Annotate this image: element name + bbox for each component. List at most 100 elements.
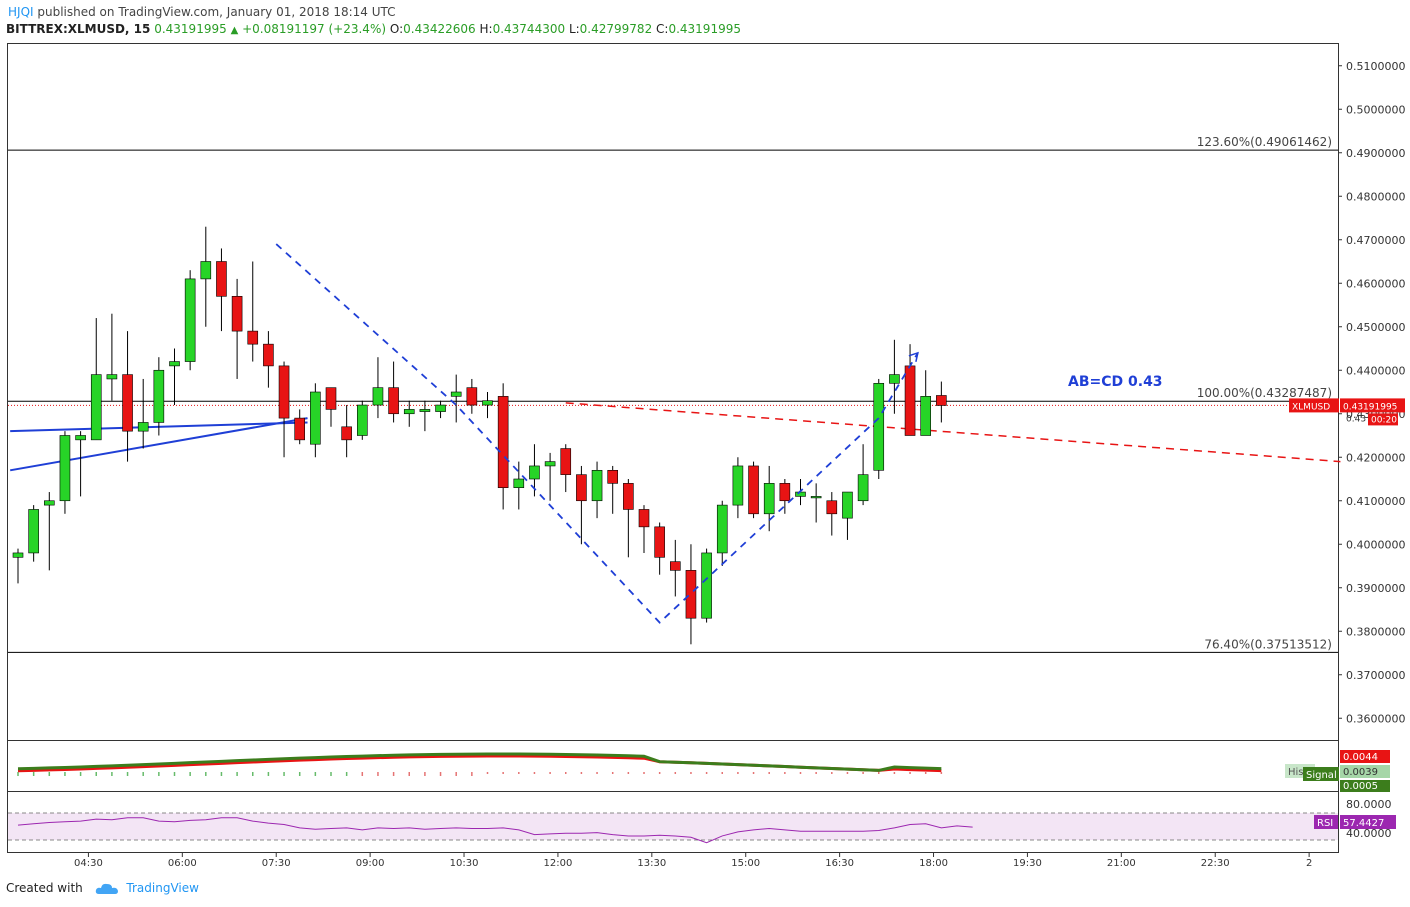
y-tick-label: 0.5000000	[1346, 103, 1406, 116]
high-value: 0.43744300	[492, 22, 566, 36]
signal-legend-tag: Signal	[1306, 770, 1337, 781]
candle-body	[12, 552, 24, 558]
y-tick-label: 0.3700000	[1346, 669, 1406, 682]
y-tick-label: 0.4100000	[1346, 495, 1406, 508]
candle-body	[669, 561, 681, 571]
candle-body	[247, 330, 259, 345]
x-tick-label: 09:00	[356, 858, 385, 869]
candle-body	[795, 491, 806, 497]
chart-frame	[7, 43, 1339, 853]
signal-value-tag-bg	[1340, 765, 1390, 778]
x-tick-label: 07:30	[262, 858, 291, 869]
candle-body	[122, 374, 133, 432]
close-label: C:	[656, 22, 669, 36]
candle-body	[200, 261, 212, 280]
candle-body	[716, 504, 728, 554]
candle-body	[497, 396, 509, 489]
footer: Created with TradingView	[6, 881, 199, 896]
y-tick-label: 0.4000000	[1346, 538, 1406, 551]
candle-body	[325, 387, 337, 410]
candle-body	[372, 387, 384, 406]
y-tick-label: 0.4400000	[1346, 364, 1406, 377]
y-tick-label: 0.4900000	[1346, 147, 1406, 160]
x-tick-label: 21:00	[1107, 858, 1136, 869]
fib-level-label: 123.60%(0.49061462)	[1197, 135, 1332, 149]
y-tick-label: 0.4500000	[1346, 321, 1406, 334]
fib-level-label: 76.40%(0.37513512)	[1204, 637, 1332, 651]
candle-body	[75, 435, 86, 441]
symbol-label: BITTREX:XLMUSD, 15	[6, 22, 151, 36]
x-tick-label: 2	[1306, 858, 1312, 869]
candle-body	[529, 465, 540, 480]
candle-body	[263, 343, 274, 367]
tradingview-link[interactable]: TradingView	[126, 881, 199, 895]
price-tag-symbol-bg	[1289, 398, 1339, 413]
candle-body	[59, 435, 71, 502]
x-tick-label: 22:30	[1201, 858, 1230, 869]
rsi-value-tag: 57.4427	[1343, 818, 1384, 829]
y-tick-label: 0.4700000	[1346, 234, 1406, 247]
rsi-legend-tag: RSI	[1317, 818, 1333, 829]
candle-body	[278, 365, 290, 419]
candle-body	[356, 404, 368, 436]
candle-body	[388, 387, 399, 415]
candle-body	[904, 365, 916, 436]
rsi-level-label: 80.0000	[1346, 798, 1392, 811]
candle-body	[779, 483, 791, 502]
x-tick-label: 16:30	[825, 858, 854, 869]
last-price: 0.43191995	[154, 22, 227, 36]
x-tick-label: 12:00	[544, 858, 573, 869]
candle-body	[560, 448, 572, 475]
publisher-name[interactable]: HJQI	[8, 5, 34, 19]
signal-value-tag: 0.0039	[1343, 767, 1378, 778]
pattern-label: AB=CD 0.43	[1068, 374, 1163, 390]
candle-body	[873, 382, 885, 471]
abcd-pattern-line	[275, 243, 919, 624]
change-value: +0.08191197 (+23.4%)	[242, 22, 387, 36]
candle-body	[936, 395, 947, 406]
y-tick-label: 0.3900000	[1346, 582, 1406, 595]
price-tag-countdown-bg	[1368, 413, 1398, 426]
macd-value-tag-bg	[1340, 750, 1390, 763]
price-tag-countdown: 00:20	[1371, 415, 1397, 425]
candle-body	[748, 465, 759, 515]
x-tick-label: 04:30	[74, 858, 103, 869]
hist-value-tag: 0.0005	[1343, 781, 1378, 792]
candle-body	[889, 374, 900, 384]
candle-body	[920, 396, 932, 436]
close-value: 0.43191995	[668, 22, 741, 36]
candle-body	[466, 387, 478, 406]
candle-body	[450, 391, 462, 397]
candle-body	[826, 500, 838, 515]
low-value: 0.42799782	[579, 22, 653, 36]
hist-value-tag-bg	[1340, 780, 1390, 792]
candle-body	[638, 509, 650, 528]
candle-body	[810, 496, 822, 499]
pattern-arrowhead	[908, 351, 919, 363]
candle-body	[341, 426, 352, 441]
trend-line	[565, 402, 1341, 463]
candle-body	[216, 261, 227, 297]
tradingview-cloud-icon	[95, 883, 118, 894]
candle-body	[106, 374, 118, 380]
created-with-text: Created with	[6, 881, 83, 895]
candle-body	[544, 461, 556, 467]
candle-body	[28, 509, 39, 554]
open-label: O:	[389, 22, 404, 36]
rsi-value-tag-bg	[1340, 815, 1396, 829]
macd-value-tag: 0.0044	[1343, 752, 1378, 763]
candle-body	[153, 369, 165, 423]
rsi-legend-tag-bg	[1314, 815, 1338, 829]
legend-bar: BITTREX:XLMUSD, 15 0.43191995 ▲ +0.08191…	[6, 22, 741, 36]
candle-body	[763, 483, 775, 515]
x-tick-label: 10:30	[450, 858, 479, 869]
candle-body	[591, 469, 603, 502]
rsi-line	[17, 817, 973, 844]
candle-body	[403, 409, 415, 415]
y-tick-label: 0.3800000	[1346, 625, 1406, 638]
candle-body	[169, 361, 180, 367]
publish-text: published on TradingView.com, January 01…	[37, 5, 396, 19]
up-arrow-icon: ▲	[230, 25, 239, 36]
price-tag-value-bg	[1340, 398, 1405, 413]
